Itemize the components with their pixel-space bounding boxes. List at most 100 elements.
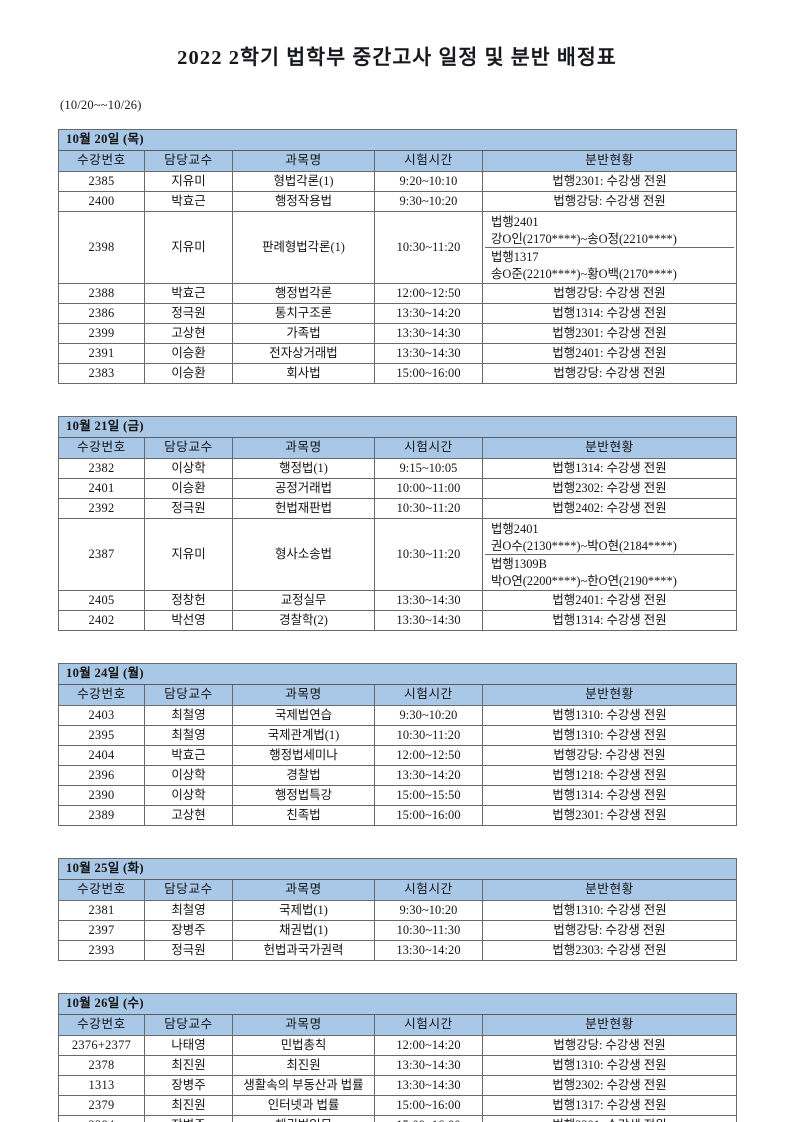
class-group: 법행1317 송O준(2210****)~황O백(2170****) [485, 248, 734, 282]
cell-class: 법행1218: 수강생 전원 [481, 765, 738, 786]
cell-num: 2392 [58, 498, 145, 519]
cell-prof: 장병주 [144, 1075, 233, 1096]
cell-prof: 나태영 [144, 1035, 233, 1056]
cell-time: 9:15~10:05 [374, 458, 483, 479]
cell-subject: 국제관계법(1) [232, 725, 375, 746]
column-header: 담당교수 [144, 879, 233, 901]
cell-time: 13:30~14:30 [374, 1075, 483, 1096]
cell-num: 2400 [58, 191, 145, 212]
column-header-row: 수강번호 담당교수 과목명 시험시간 분반현황 [58, 684, 738, 706]
cell-subject: 공정거래법 [232, 478, 375, 499]
page-title: 2022 2학기 법학부 중간고사 일정 및 분반 배정표 [177, 47, 617, 69]
column-header: 분반현황 [481, 879, 738, 901]
day-label: 10월 25일 (화) [57, 858, 738, 880]
cell-time: 13:30~14:20 [374, 303, 483, 324]
table-row: 2398 지유미 판례형법각론(1) 10:30~11:20 법행2401 강O인(217… [58, 211, 738, 284]
cell-num: 2385 [58, 171, 145, 192]
cell-time: 13:30~14:30 [374, 1055, 483, 1076]
table-row: 2383 이승환 회사법 15:00~16:00 법행강당: 수강생 전원 [58, 363, 738, 384]
cell-subject: 행정법각론 [232, 283, 375, 304]
cell-num: 2405 [58, 590, 145, 611]
cell-num: 2388 [58, 283, 145, 304]
cell-time: 9:30~10:20 [374, 900, 483, 921]
column-header: 과목명 [232, 684, 375, 706]
table-row: 2399 고상현 가족법 13:30~14:30 법행2301: 수강생 전원 [58, 323, 738, 344]
column-header: 시험시간 [374, 437, 483, 459]
column-header: 시험시간 [374, 684, 483, 706]
class-student-range: 강O인(2170****)~송O정(2210****) [491, 232, 677, 246]
cell-time: 12:00~12:50 [374, 283, 483, 304]
cell-class: 법행2301: 수강생 전원 [481, 323, 738, 344]
cell-class: 법행강당: 수강생 전원 [481, 191, 738, 212]
column-header: 분반현황 [481, 437, 738, 459]
table-row: 2386 정극원 통치구조론 13:30~14:20 법행1314: 수강생 전원 [58, 303, 738, 324]
table-row: 2404 박효근 행정법세미나 12:00~12:50 법행강당: 수강생 전원 [58, 745, 738, 766]
column-header: 분반현황 [481, 684, 738, 706]
column-header: 수강번호 [58, 684, 145, 706]
cell-class: 법행1314: 수강생 전원 [481, 785, 738, 806]
table-row: 2402 박선영 경찰학(2) 13:30~14:30 법행1314: 수강생 전원 [58, 610, 738, 631]
day-banner-row: 10월 20일 (목) [57, 129, 738, 151]
cell-time: 9:20~10:10 [374, 171, 483, 192]
cell-time: 13:30~14:30 [374, 590, 483, 611]
class-group: 법행2401 권O수(2130****)~박O현(2184****) [485, 520, 735, 555]
column-header: 과목명 [232, 150, 375, 172]
cell-prof: 정극원 [144, 498, 233, 519]
cell-subject: 회사법 [232, 363, 375, 384]
cell-class: 법행1314: 수강생 전원 [481, 303, 738, 324]
cell-subject: 민법총칙 [232, 1035, 375, 1056]
class-room: 법행2401 [491, 215, 539, 229]
cell-class: 법행2402: 수강생 전원 [481, 498, 738, 519]
cell-num: 2390 [58, 785, 145, 806]
table-row: 2378 최진원 최진원 13:30~14:30 법행1310: 수강생 전원 [58, 1055, 738, 1076]
class-room: 법행1309B [491, 557, 547, 571]
cell-class: 법행1310: 수강생 전원 [481, 1055, 738, 1076]
cell-subject: 가족법 [232, 323, 375, 344]
cell-class: 법행1310: 수강생 전원 [481, 725, 738, 746]
column-header: 수강번호 [58, 1014, 145, 1036]
table-row: 2403 최철영 국제법연습 9:30~10:20 법행1310: 수강생 전원 [58, 705, 738, 726]
cell-prof: 이상학 [144, 458, 233, 479]
column-header-row: 수강번호 담당교수 과목명 시험시간 분반현황 [58, 879, 738, 901]
cell-prof: 장병주 [144, 1115, 233, 1122]
class-student-range: 박O연(2200****)~한O연(2190****) [491, 574, 677, 588]
cell-time: 13:30~14:30 [374, 323, 483, 344]
cell-num: 2387 [58, 518, 145, 591]
cell-subject: 행정법특강 [232, 785, 375, 806]
cell-class: 법행강당: 수강생 전원 [481, 745, 738, 766]
table-row: 2379 최진원 인터넷과 법률 15:00~16:00 법행1317: 수강생 전원 [58, 1095, 738, 1116]
cell-num: 2402 [58, 610, 145, 631]
column-header: 과목명 [232, 437, 375, 459]
cell-prof: 최진원 [144, 1095, 233, 1116]
cell-subject: 국제법(1) [232, 900, 375, 921]
table-row: 2381 최철영 국제법(1) 9:30~10:20 법행1310: 수강생 전원 [58, 900, 738, 921]
cell-class: 법행2302: 수강생 전원 [481, 478, 738, 499]
table-row: 2385 지유미 형법각론(1) 9:20~10:10 법행2301: 수강생 전원 [58, 171, 738, 192]
cell-time: 10:00~11:00 [374, 478, 483, 499]
day-banner-row: 10월 25일 (화) [57, 858, 738, 880]
day-banner-row: 10월 26일 (수) [57, 993, 738, 1015]
column-header-row: 수강번호 담당교수 과목명 시험시간 분반현황 [58, 437, 738, 459]
cell-time: 15:00~16:00 [374, 1115, 483, 1122]
cell-num: 1313 [58, 1075, 145, 1096]
table-row: 2391 이승환 전자상거래법 13:30~14:30 법행2401: 수강생 전원 [58, 343, 738, 364]
day-label: 10월 26일 (수) [57, 993, 738, 1015]
schedule-table: 10월 20일 (목) 수강번호 담당교수 과목명 시험시간 분반현황 2385 지유미 형법각… [57, 129, 738, 384]
cell-prof: 최철영 [144, 900, 233, 921]
cell-prof: 이승환 [144, 363, 233, 384]
cell-time: 9:30~10:20 [374, 191, 483, 212]
cell-class: 법행1314: 수강생 전원 [481, 610, 738, 631]
cell-time: 13:30~14:30 [374, 343, 483, 364]
day-label: 10월 20일 (목) [57, 129, 738, 151]
cell-class: 법행2302: 수강생 전원 [481, 1075, 738, 1096]
cell-num: 2398 [58, 211, 145, 284]
table-row: 2389 고상현 친족법 15:00~16:00 법행2301: 수강생 전원 [58, 805, 738, 826]
cell-class: 법행1310: 수강생 전원 [481, 705, 738, 726]
cell-prof: 정창헌 [144, 590, 233, 611]
column-header: 수강번호 [58, 437, 145, 459]
date-range-label: (10/20~~10/26) [60, 98, 142, 112]
table-row: 2382 이상학 행정법(1) 9:15~10:05 법행1314: 수강생 전원 [58, 458, 738, 479]
cell-num: 2376+2377 [58, 1035, 145, 1056]
cell-time: 10:30~11:20 [374, 498, 483, 519]
cell-subject: 행정법(1) [232, 458, 375, 479]
